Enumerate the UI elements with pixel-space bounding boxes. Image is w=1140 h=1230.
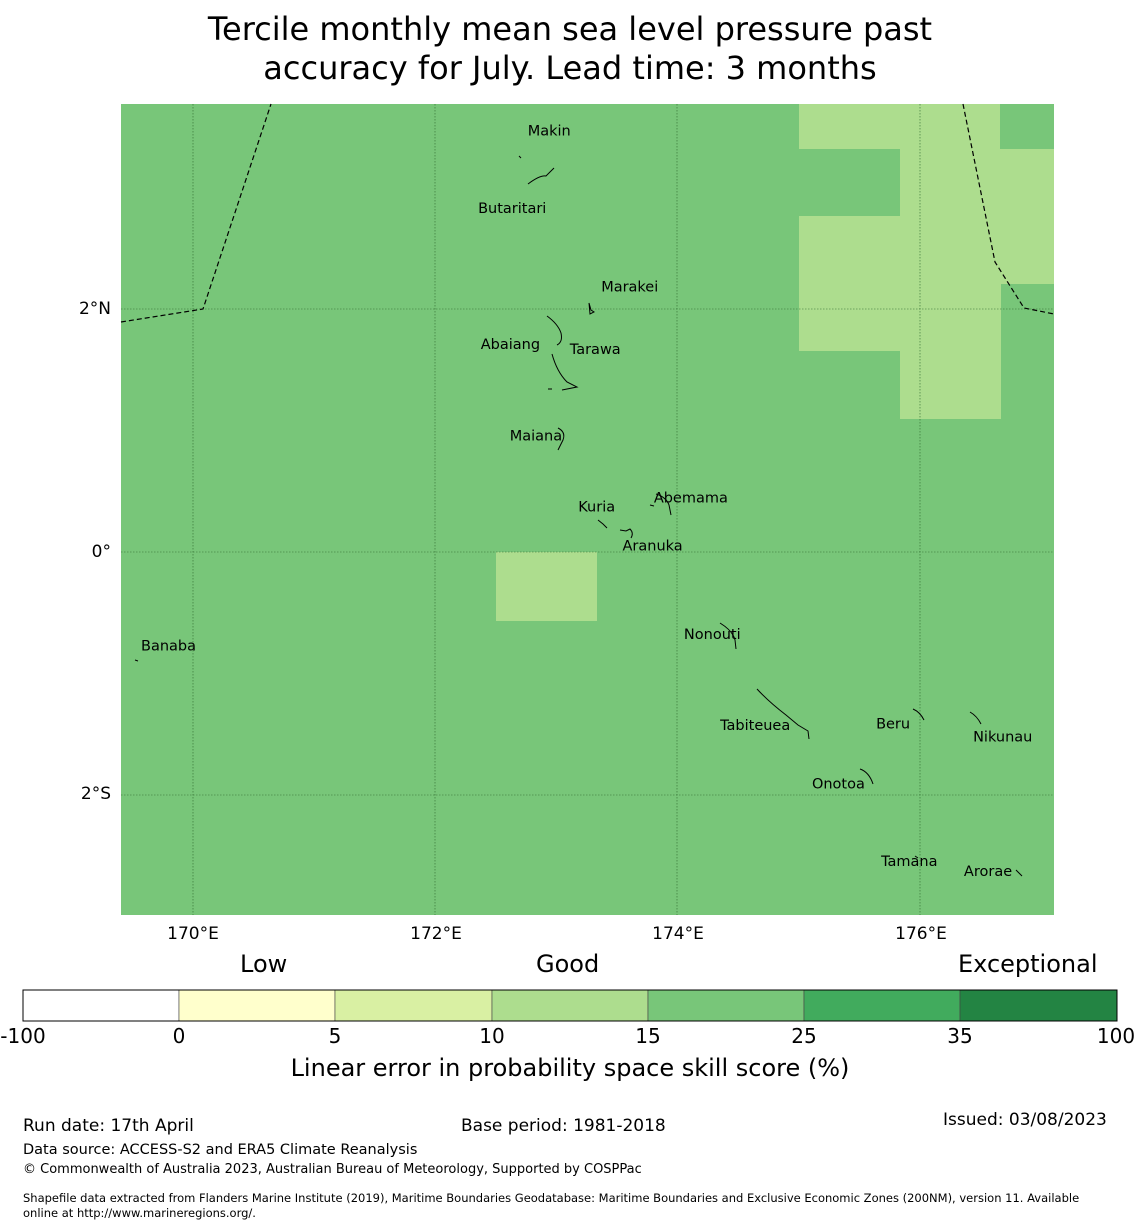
skill-cell: [799, 216, 900, 351]
island-outline: [756, 688, 810, 740]
colorbar-outline: [22, 989, 1118, 1022]
colorbar-category-low: Low: [240, 950, 288, 978]
island-label: Marakei: [601, 280, 658, 296]
skill-cell: [799, 104, 1000, 149]
shapefile-credit-line-1: Shapefile data extracted from Flanders M…: [23, 1191, 1080, 1205]
skill-cell: [900, 216, 1001, 419]
data-source: Data source: ACCESS-S2 and ERA5 Climate …: [23, 1142, 418, 1158]
island-outline: [859, 768, 874, 785]
eez-boundary-west: [120, 103, 272, 323]
island-outline: [597, 519, 608, 529]
island-label: Onotoa: [812, 776, 865, 792]
island-outline: [655, 493, 672, 516]
eez-boundary-east: [962, 103, 1055, 315]
colorbar-segment: [491, 989, 649, 1022]
lat-label-2s: 2°S: [80, 784, 111, 804]
colorbar-segment: [22, 989, 180, 1022]
island-label: Tamana: [880, 854, 937, 870]
island-label: Banaba: [141, 638, 196, 654]
run-date: Run date: 17th April: [23, 1116, 194, 1136]
colorbar-tick: 0: [172, 1024, 186, 1048]
island-outline: [134, 659, 139, 662]
colorbar-segment: [647, 989, 805, 1022]
colorbar-tick: 100: [1096, 1024, 1136, 1048]
island-label: Maiana: [510, 429, 562, 445]
island-outline: [527, 167, 555, 185]
island-outline: [969, 711, 982, 725]
map-frame: Makin Butaritari Marakei Abaiang Tarawa Maian…: [120, 103, 1055, 915]
colorbar-segment: [178, 989, 336, 1022]
island-label: Tabiteuea: [719, 718, 790, 734]
skill-cell: [1001, 149, 1054, 284]
island-label: Butaritari: [478, 201, 546, 217]
copyright: © Commonwealth of Australia 2023, Austra…: [23, 1162, 642, 1177]
colorbar-segment: [334, 989, 493, 1022]
island-outline: [1015, 869, 1023, 877]
island-label: Aranuka: [623, 538, 683, 554]
lat-label-0: 0°: [91, 542, 111, 562]
shapefile-credit-line-2: online at http://www.marineregions.org/.: [23, 1206, 256, 1220]
colorbar-tick: 35: [947, 1024, 973, 1048]
island-label: Nikunau: [973, 729, 1032, 745]
lon-label-172e: 172°E: [410, 924, 462, 944]
skill-cell: [496, 552, 597, 621]
lon-label-176e: 176°E: [895, 924, 947, 944]
lon-label-174e: 174°E: [652, 924, 704, 944]
island-label: Abaiang: [481, 337, 540, 353]
lon-label-170e: 170°E: [167, 924, 219, 944]
island-outline: [619, 528, 633, 539]
island-outline: [912, 708, 925, 721]
colorbar-tick: 25: [791, 1024, 817, 1048]
island-outline: [518, 155, 522, 159]
colorbar: [22, 989, 1118, 1022]
issued-date: Issued: 03/08/2023: [943, 1110, 1107, 1130]
base-period: Base period: 1981-2018: [461, 1116, 666, 1136]
island-label: Tarawa: [569, 342, 621, 358]
island-label: Abemama: [654, 490, 728, 506]
island-label: Kuria: [578, 499, 615, 515]
title-line-2: accuracy for July. Lead time: 3 months: [263, 49, 877, 87]
island-outline: [649, 504, 655, 507]
lat-label-2n: 2°N: [78, 299, 111, 319]
island-label: Arorae: [964, 864, 1012, 880]
island-label: Makin: [528, 123, 571, 139]
colorbar-category-good: Good: [536, 950, 600, 978]
island-outline: [719, 622, 737, 650]
chart-title: Tercile monthly mean sea level pressure …: [0, 10, 1140, 88]
island-outline: [588, 302, 595, 315]
colorbar-tick: 5: [328, 1024, 342, 1048]
colorbar-segment: [959, 989, 1118, 1022]
colorbar-segment: [803, 989, 961, 1022]
colorbar-tick: -100: [0, 1024, 46, 1048]
colorbar-tick: 15: [635, 1024, 661, 1048]
title-line-1: Tercile monthly mean sea level pressure …: [207, 10, 933, 48]
island-outline: [551, 353, 579, 391]
skill-cell: [900, 149, 1001, 216]
colorbar-category-exceptional: Exceptional: [958, 950, 1098, 978]
island-outline: [914, 855, 919, 859]
island-outline: [557, 427, 565, 451]
colorbar-title: Linear error in probability space skill …: [290, 1054, 850, 1082]
island-label: Beru: [876, 717, 910, 733]
island-label: Nonouti: [684, 627, 741, 643]
colorbar-tick: 10: [479, 1024, 505, 1048]
island-outline: [546, 315, 562, 346]
